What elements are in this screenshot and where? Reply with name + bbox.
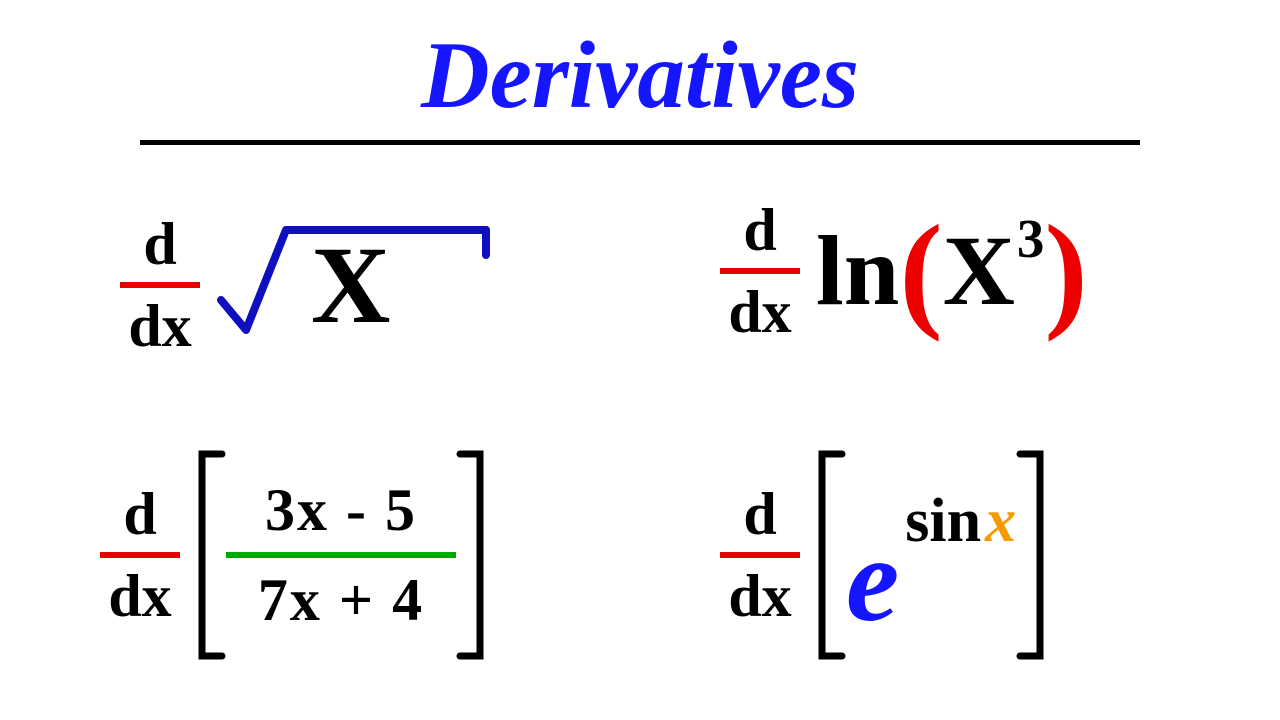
- arg-base: X: [943, 221, 1015, 321]
- ddx-operator: d dx: [120, 214, 200, 356]
- ddx-denominator: dx: [128, 296, 191, 356]
- ddx-bar: [120, 282, 200, 288]
- sqrt-symbol: X: [216, 200, 496, 370]
- ddx-bar: [720, 552, 800, 558]
- bracket-group: 3x - 5 7x + 4: [196, 450, 486, 660]
- exp-superscript: sin x: [905, 490, 1016, 552]
- ddx-denominator: dx: [108, 566, 171, 626]
- bracket-left-icon: [196, 450, 226, 660]
- exp-x: x: [985, 490, 1016, 552]
- expression-fraction: d dx 3x - 5 7x + 4: [100, 450, 486, 660]
- bracket-left-icon: [816, 450, 846, 660]
- fraction-denominator: 7x + 4: [258, 570, 424, 630]
- exp-sin: sin: [905, 490, 981, 552]
- paren-open: (: [899, 206, 942, 336]
- arg-exponent: 3: [1017, 211, 1045, 266]
- expression-exponential: d dx e sin x: [720, 450, 1046, 660]
- exponential: e sin x: [846, 470, 1016, 640]
- expression-ln: d dx ln ( X 3 ): [720, 200, 1088, 342]
- ddx-operator: d dx: [720, 200, 800, 342]
- expression-sqrt: d dx X: [120, 200, 496, 370]
- page-title: Derivatives: [421, 20, 859, 130]
- bracket-right-icon: [1016, 450, 1046, 660]
- ddx-denominator: dx: [728, 282, 791, 342]
- ln-function: ln: [816, 221, 899, 321]
- bracket-group: e sin x: [816, 450, 1046, 660]
- ddx-numerator: d: [743, 484, 776, 544]
- ddx-operator: d dx: [100, 484, 180, 626]
- ddx-bar: [100, 552, 180, 558]
- ln-argument: X 3: [943, 221, 1045, 321]
- ddx-denominator: dx: [728, 566, 791, 626]
- fraction-bar: [226, 552, 456, 558]
- fraction: 3x - 5 7x + 4: [226, 480, 456, 630]
- radicand: X: [311, 230, 390, 340]
- ddx-numerator: d: [743, 200, 776, 260]
- fraction-numerator: 3x - 5: [265, 480, 417, 540]
- ddx-numerator: d: [123, 484, 156, 544]
- bracket-right-icon: [456, 450, 486, 660]
- paren-close: ): [1044, 206, 1087, 336]
- ln-expression: ln ( X 3 ): [816, 206, 1088, 336]
- exp-base: e: [846, 520, 899, 640]
- title-underline: [140, 140, 1140, 145]
- ddx-numerator: d: [143, 214, 176, 274]
- ddx-bar: [720, 268, 800, 274]
- ddx-operator: d dx: [720, 484, 800, 626]
